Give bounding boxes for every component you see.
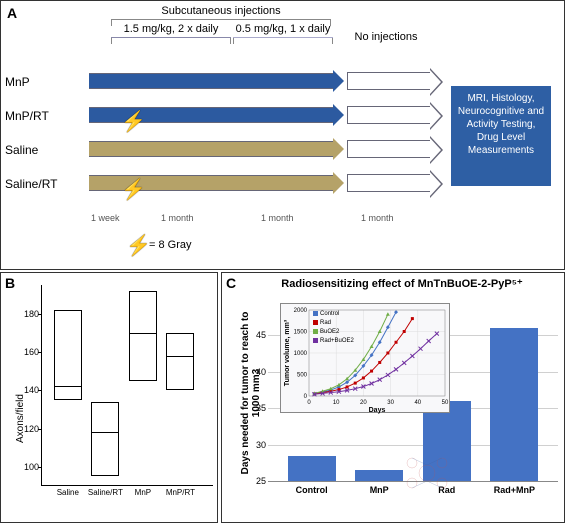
bracket-p2 xyxy=(233,37,333,38)
b-ytick: 140 xyxy=(19,385,39,395)
c-ytick: 25 xyxy=(246,476,266,486)
period-2: 1 month xyxy=(261,213,294,223)
arrow-filled-3 xyxy=(333,172,344,194)
panel-b-label: B xyxy=(5,275,15,291)
injection-header: Subcutaneous injections xyxy=(111,5,331,17)
inset-chart: 010203040500500100015002000ControlRadBuO… xyxy=(280,303,450,413)
panel-a-label: A xyxy=(7,5,17,21)
endpoint-box: MRI, Histology, Neurocognitive and Activ… xyxy=(451,86,551,186)
hollow-arrow-3 xyxy=(347,174,431,192)
bolt-icon-3: ⚡ xyxy=(121,177,146,202)
b-category-2: MnP xyxy=(123,488,163,497)
c-ytick: 35 xyxy=(246,403,266,413)
c-ytick: 30 xyxy=(246,440,266,450)
panel-b-ylabel: Axons/field xyxy=(15,394,26,443)
panel-c-label: C xyxy=(226,275,236,291)
row-label-3: Saline/RT xyxy=(5,177,57,191)
c-category-0: Control xyxy=(282,485,342,495)
seg-filled-0 xyxy=(89,73,333,89)
boxplot-median-0 xyxy=(54,386,82,387)
svg-text:10: 10 xyxy=(333,400,340,406)
row-label-1: MnP/RT xyxy=(5,109,49,123)
bolt-legend-icon: ⚡ xyxy=(126,233,151,258)
boxplot-median-2 xyxy=(129,333,157,334)
svg-text:50: 50 xyxy=(442,400,449,406)
c-ytick: 40 xyxy=(246,367,266,377)
bracket-top xyxy=(111,19,331,20)
boxplot-box-2 xyxy=(129,291,157,381)
svg-text:BuOE2: BuOE2 xyxy=(320,329,340,335)
c-ytick: 45 xyxy=(246,330,266,340)
phase1-label: 1.5 mg/kg, 2 x daily xyxy=(111,23,231,35)
panel-b: B Axons/field 100120140160180SalineSalin… xyxy=(0,272,218,523)
svg-text:1000: 1000 xyxy=(294,351,308,357)
b-ytick: 160 xyxy=(19,347,39,357)
molecule-overlay xyxy=(392,448,462,498)
svg-text:Days: Days xyxy=(369,407,386,414)
b-ytick: 120 xyxy=(19,424,39,434)
svg-text:30: 30 xyxy=(387,400,394,406)
boxplot-box-3 xyxy=(166,333,194,390)
bolt-icon-1: ⚡ xyxy=(121,109,146,134)
svg-text:40: 40 xyxy=(414,400,421,406)
period-1: 1 month xyxy=(161,213,194,223)
bracket-p1 xyxy=(111,37,231,38)
b-xaxis xyxy=(41,485,213,486)
svg-text:20: 20 xyxy=(360,400,367,406)
seg-filled-2 xyxy=(89,141,333,157)
period-0: 1 week xyxy=(91,213,120,223)
b-ytick: 100 xyxy=(19,462,39,472)
svg-text:Rad+BuOE2: Rad+BuOE2 xyxy=(320,338,355,344)
phase2-label: 0.5 mg/kg, 1 x daily xyxy=(233,23,333,35)
boxplot-box-1 xyxy=(91,402,119,477)
hollow-arrow-0 xyxy=(347,72,431,90)
hollow-arrow-1 xyxy=(347,106,431,124)
arrow-filled-2 xyxy=(333,138,344,160)
svg-text:0: 0 xyxy=(307,400,311,406)
svg-text:Rad: Rad xyxy=(320,320,331,326)
boxplot-area: 100120140160180SalineSaline/RTMnPMnP/RT xyxy=(41,285,213,500)
panel-c: C Radiosensitizing effect of MnTnBuOE-2-… xyxy=(221,272,565,523)
hollow-arrow-2 xyxy=(347,140,431,158)
svg-text:500: 500 xyxy=(297,373,308,379)
b-category-0: Saline xyxy=(48,488,88,497)
boxplot-median-1 xyxy=(91,432,119,433)
b-ytick: 180 xyxy=(19,309,39,319)
b-yaxis xyxy=(41,285,42,486)
phase3-label: No injections xyxy=(346,31,426,43)
c-category-3: Rad+MnP xyxy=(484,485,544,495)
bolt-legend-text: = 8 Gray xyxy=(149,239,192,251)
boxplot-median-3 xyxy=(166,356,194,357)
c-bar-3 xyxy=(490,328,538,481)
svg-text:2000: 2000 xyxy=(294,308,308,314)
row-label-2: Saline xyxy=(5,143,38,157)
panel-c-title: Radiosensitizing effect of MnTnBuOE-2-Py… xyxy=(242,277,562,290)
b-category-3: MnP/RT xyxy=(160,488,200,497)
row-label-0: MnP xyxy=(5,75,30,89)
svg-text:1500: 1500 xyxy=(294,330,308,336)
inset-svg: 010203040500500100015002000ControlRadBuO… xyxy=(281,304,451,414)
svg-text:Control: Control xyxy=(320,311,339,317)
panel-a: A Subcutaneous injections 1.5 mg/kg, 2 x… xyxy=(0,0,565,270)
b-category-1: Saline/RT xyxy=(85,488,125,497)
arrow-filled-0 xyxy=(333,70,344,92)
svg-text:Tumor volume, mm³: Tumor volume, mm³ xyxy=(284,319,291,386)
c-bar-0 xyxy=(288,456,336,481)
period-3: 1 month xyxy=(361,213,394,223)
arrow-filled-1 xyxy=(333,104,344,126)
